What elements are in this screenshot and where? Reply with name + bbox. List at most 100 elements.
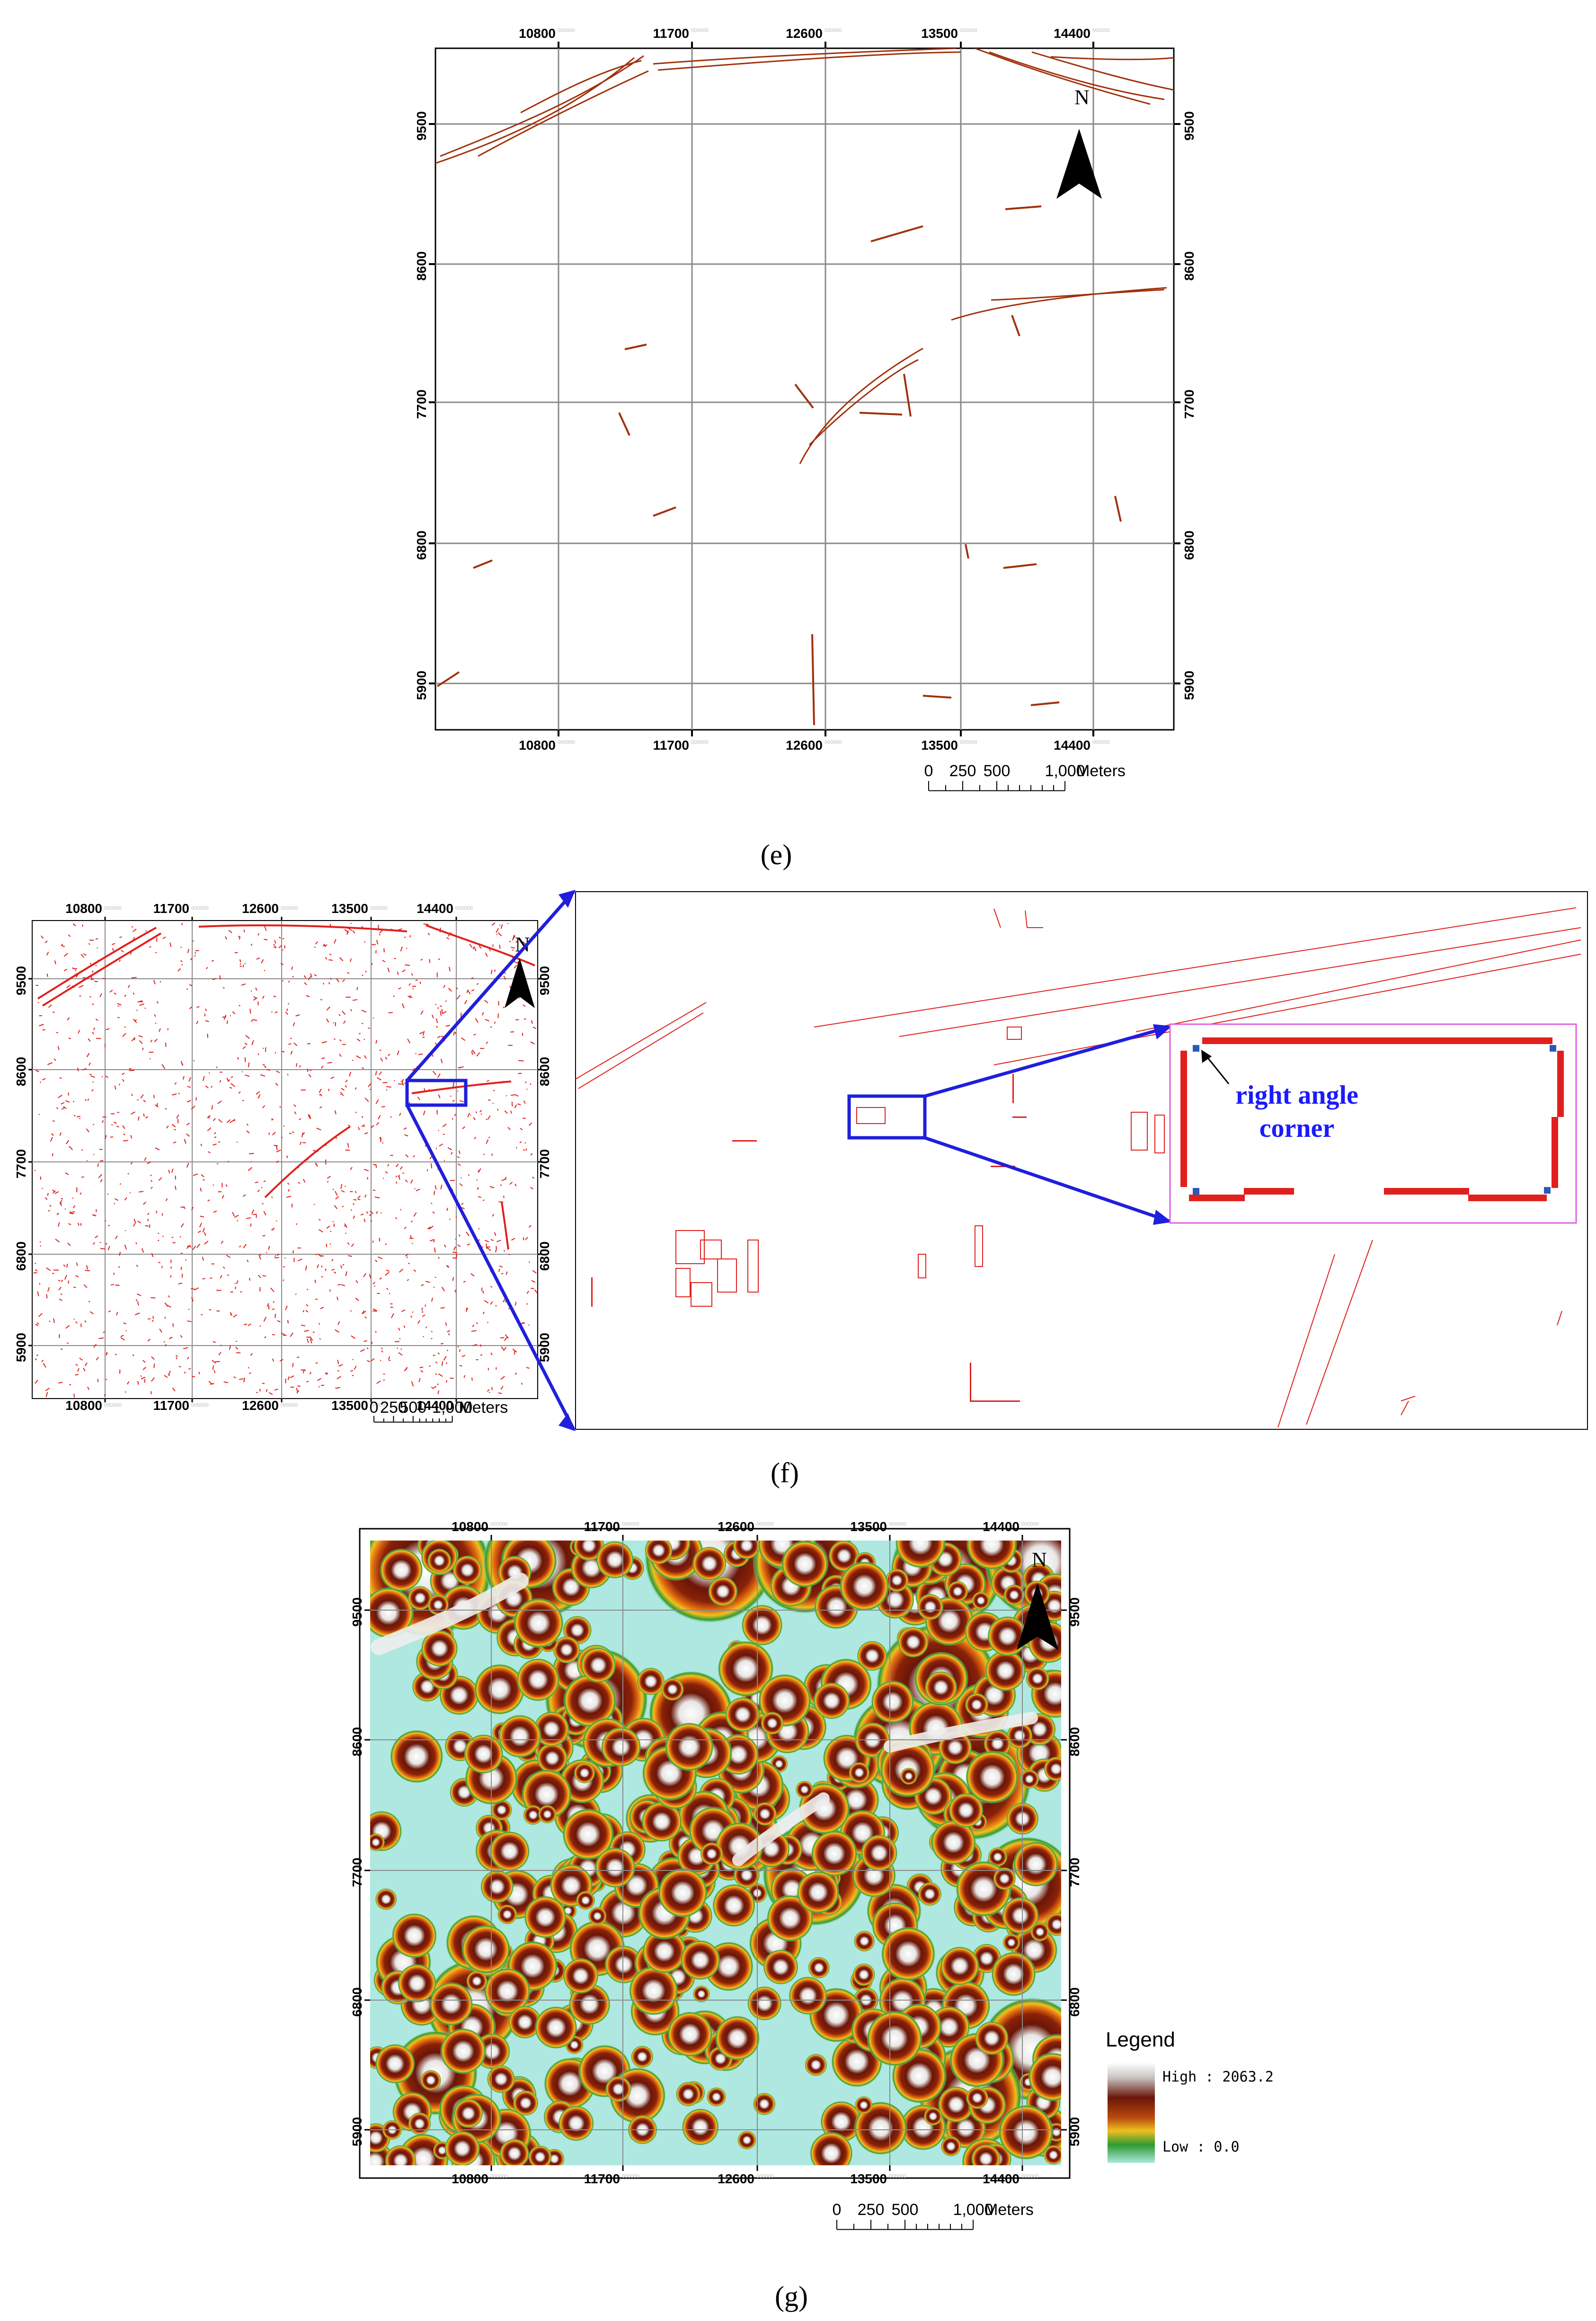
edge-fragment [457,1244,461,1248]
edge-fragment [350,1009,352,1011]
edge-fragment [420,1370,424,1373]
edge-fragment [93,1154,95,1155]
edge-fragment [435,1003,437,1005]
edge-fragment [396,1163,399,1168]
edge-fragment [191,1206,194,1211]
edge-fragment [321,1276,323,1278]
edge-fragment [399,1209,402,1211]
edge-fragment [35,1380,38,1384]
edge-fragment [107,1193,109,1195]
density-blob [1006,1722,1033,1749]
scale-bar-unit: Meters [459,1399,508,1417]
x-tick-label: 11700 [653,738,689,753]
edge-fragment [93,1028,96,1030]
edge-fragment [142,1360,146,1363]
scale-bar-label: 250 [858,2201,885,2219]
edge-fragment [514,1183,517,1187]
edge-fragment [37,1291,39,1296]
panel-f-edge-points [33,922,538,1398]
edge-fragment [288,1189,290,1192]
building-bottom-right-edge [1384,1188,1469,1195]
edge-fragment [200,1143,203,1146]
x-tick-suffix: 000000 [490,2173,508,2179]
edge-fragment [215,978,217,979]
edge-fragment [99,1160,104,1161]
edge-fragment [363,1273,367,1277]
edge-fragment [61,1198,63,1200]
building-right-edge-lower [1552,1117,1558,1188]
detail-edge [1277,1254,1335,1428]
x-tick-suffix: 000000 [1021,2173,1039,2179]
edge-fragment [154,1104,159,1107]
edge-fragment [124,1197,127,1201]
density-blob [574,1762,595,1784]
detail-zoom-box [847,1094,927,1140]
edge-fragment [222,987,225,989]
edge-fragment [136,1010,138,1011]
density-blob [537,1743,568,1774]
density-blob [707,2087,726,2107]
edge-fragment [287,1003,290,1005]
edge-fragment [175,1175,177,1180]
edge-fragment [470,1273,475,1277]
x-tick-label: 11700 [153,1398,189,1413]
lineament-segment [870,225,923,242]
density-blob [700,1842,723,1866]
edge-fragment [382,960,386,963]
x-tick-label: 12600 [718,2171,754,2186]
edge-fragment [75,1364,78,1366]
edge-fragment [100,1179,103,1183]
density-blob [966,2086,989,2109]
edge-fragment [437,1352,440,1355]
edge-fragment [174,1128,176,1131]
edge-fragment [293,1104,296,1107]
zoom-connector-top [406,890,575,1082]
edge-line [411,1081,512,1094]
edge-fragment [372,1282,376,1285]
edge-fragment [397,1175,400,1177]
edge-fragment [379,1277,382,1280]
edge-fragment [257,1094,261,1099]
edge-fragment [321,1041,327,1044]
edge-fragment [459,1183,463,1187]
density-blob [853,1931,875,1952]
edge-fragment [187,948,190,953]
edge-fragment [46,951,49,956]
edge-fragment [189,984,193,986]
edge-fragment [207,1033,209,1038]
density-blob [538,1805,557,1824]
density-blob [408,2112,431,2135]
detail-edge-short [1401,1400,1409,1416]
edge-fragment [369,1214,372,1216]
edge-fragment [235,1347,239,1350]
edge-fragment [200,1215,204,1218]
caption-f: (f) [771,1457,799,1488]
zoom-box [405,1079,468,1107]
edge-line [501,1202,509,1250]
edge-fragment [403,1325,406,1329]
edge-fragment [417,1320,421,1324]
edge-fragment [243,1377,245,1382]
edge-fragment [486,1243,488,1249]
edge-fragment [493,1090,495,1091]
edge-fragment [140,1375,142,1377]
edge-fragment [298,1181,301,1184]
edge-fragment [375,1259,378,1262]
density-blob [998,2104,1054,2160]
caption-g: (g) [775,2281,808,2312]
edge-fragment [279,1359,284,1362]
density-blob [918,1882,942,1906]
edge-fragment [404,1226,407,1229]
edge-fragment [341,1010,346,1015]
edge-fragment [65,1172,69,1175]
edge-fragment [52,1120,55,1122]
edge-fragment [270,1287,275,1293]
detail-edge [575,1002,707,1080]
edge-fragment [413,1155,415,1158]
y-tick-label: 5900 [537,1333,552,1362]
edge-fragment [220,1275,222,1279]
edge-fragment [281,1050,285,1053]
edge-fragment [351,1243,355,1247]
x-tick-suffix: 000000 [960,27,977,33]
edge-fragment [453,1031,455,1036]
